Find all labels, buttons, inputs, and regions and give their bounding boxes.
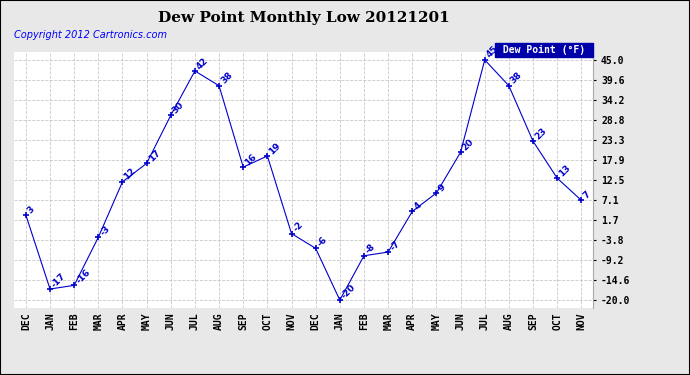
Text: -3: -3 — [98, 224, 112, 237]
Text: 3: 3 — [26, 204, 37, 215]
Text: Copyright 2012 Cartronics.com: Copyright 2012 Cartronics.com — [14, 30, 167, 40]
Text: -20: -20 — [339, 282, 357, 300]
Text: -6: -6 — [315, 235, 329, 248]
Text: 45: 45 — [484, 45, 500, 60]
Text: -16: -16 — [75, 267, 92, 285]
Text: -8: -8 — [364, 242, 377, 256]
Text: -7: -7 — [388, 238, 402, 252]
Text: -17: -17 — [50, 271, 68, 289]
Text: 30: 30 — [170, 100, 186, 116]
Text: 7: 7 — [581, 189, 592, 200]
Text: 20: 20 — [461, 137, 475, 152]
Text: 17: 17 — [146, 148, 162, 164]
Text: 9: 9 — [436, 182, 447, 193]
Text: Dew Point Monthly Low 20121201: Dew Point Monthly Low 20121201 — [158, 11, 449, 25]
Text: Dew Point (°F): Dew Point (°F) — [497, 45, 591, 55]
Text: 4: 4 — [412, 201, 423, 211]
Text: 38: 38 — [509, 70, 524, 86]
Text: 23: 23 — [533, 126, 549, 141]
Text: 38: 38 — [219, 70, 235, 86]
Text: 13: 13 — [558, 163, 573, 178]
Text: -2: -2 — [291, 220, 305, 234]
Text: 19: 19 — [268, 141, 283, 156]
Text: 42: 42 — [195, 56, 210, 71]
Text: 12: 12 — [123, 166, 138, 182]
Text: 16: 16 — [243, 152, 259, 167]
